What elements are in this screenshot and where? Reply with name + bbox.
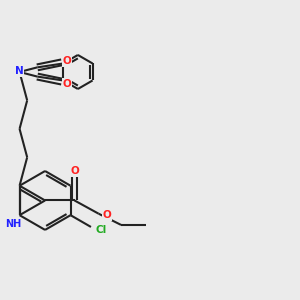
Text: Cl: Cl bbox=[95, 225, 106, 235]
Text: O: O bbox=[70, 166, 79, 176]
Text: O: O bbox=[63, 79, 71, 89]
Text: N: N bbox=[15, 66, 23, 76]
Text: NH: NH bbox=[5, 219, 21, 229]
Text: O: O bbox=[103, 210, 111, 220]
Text: O: O bbox=[63, 56, 71, 66]
